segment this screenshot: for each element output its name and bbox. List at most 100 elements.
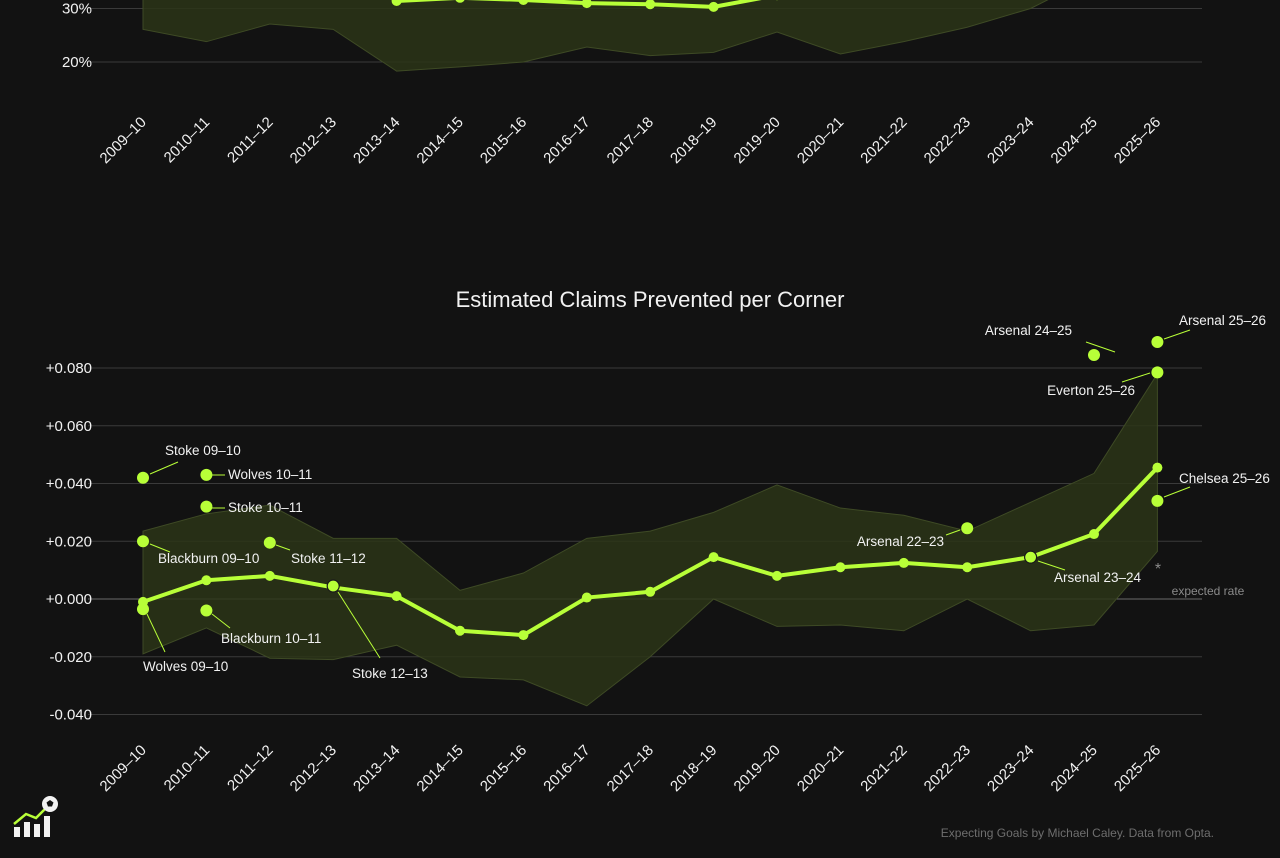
x-tick-label: 2015–16	[477, 742, 530, 795]
team-point-label: Arsenal 25–26	[1179, 313, 1266, 328]
y-tick-label: +0.080	[46, 360, 92, 377]
team-point	[1025, 551, 1037, 563]
data-point	[455, 626, 465, 636]
x-tick-label: 2012–13	[287, 114, 340, 167]
y-tick-label: +0.060	[46, 418, 92, 435]
team-point	[137, 472, 149, 484]
team-point-label: Arsenal 24–25	[985, 323, 1072, 338]
x-tick-label: 2020–21	[794, 742, 847, 795]
team-point-label: Stoke 10–11	[228, 500, 303, 515]
x-tick-label: 2012–13	[287, 742, 340, 795]
team-point-label: Stoke 09–10	[165, 443, 241, 458]
callout-leader	[150, 462, 178, 474]
team-point	[1151, 495, 1163, 507]
x-tick-label: 2010–11	[161, 114, 214, 167]
x-tick-label: 2024–25	[1048, 114, 1101, 167]
y-tick-label: +0.040	[46, 476, 92, 493]
x-tick-label: 2017–18	[604, 114, 657, 167]
confidence-band	[143, 374, 1157, 706]
x-tick-label: 2019–20	[731, 114, 784, 167]
team-point	[200, 469, 212, 481]
team-point-label: Blackburn 10–11	[221, 631, 321, 646]
x-tick-label: 2021–22	[857, 742, 910, 795]
team-point	[1151, 336, 1163, 348]
data-point	[1152, 463, 1162, 473]
x-tick-label: 2011–12	[224, 742, 277, 795]
x-tick-label: 2009–10	[97, 742, 150, 795]
team-point	[1088, 349, 1100, 361]
reference-marker: *	[1155, 561, 1161, 578]
data-point	[392, 591, 402, 601]
callout-leader	[1164, 330, 1190, 339]
team-point-label: Wolves 09–10	[143, 659, 228, 674]
y-tick-label: 30%	[62, 1, 92, 18]
team-point-label: Blackburn 09–10	[158, 551, 259, 566]
data-point	[201, 575, 211, 585]
x-tick-label: 2023–24	[984, 742, 1037, 795]
team-point	[327, 580, 339, 592]
team-point-label: Arsenal 23–24	[1054, 570, 1142, 585]
x-tick-label: 2013–14	[350, 742, 403, 795]
reference-label: expected rate	[1172, 584, 1245, 598]
chart-bottom: -0.040 -0.020 +0.000 +0.020 +0.040 +0.060 +0.0…	[46, 313, 1270, 795]
y-tick-label: -0.040	[49, 707, 92, 724]
callout-leader	[1122, 373, 1150, 382]
team-point-label: Stoke 12–13	[352, 666, 428, 681]
x-tick-label: 2010–11	[161, 742, 214, 795]
team-point	[200, 501, 212, 513]
chart-top: 20% 30%	[62, 0, 1202, 71]
data-point	[772, 571, 782, 581]
x-tick-label: 2020–21	[794, 114, 847, 167]
expecting-goals-logo-icon	[10, 794, 62, 842]
x-tick-label: 2016–17	[540, 742, 593, 795]
data-point	[645, 587, 655, 597]
x-tick-label: 2025–26	[1111, 742, 1164, 795]
credit-text: Expecting Goals by Michael Caley. Data f…	[941, 826, 1214, 840]
team-point	[137, 603, 149, 615]
x-tick-label: 2022–23	[921, 114, 974, 167]
data-point	[709, 552, 719, 562]
x-tick-label: 2015–16	[477, 114, 530, 167]
team-point-label: Chelsea 25–26	[1179, 471, 1270, 486]
data-point	[265, 571, 275, 581]
team-point-label: Arsenal 22–23	[857, 534, 944, 549]
team-point	[200, 605, 212, 617]
x-tick-label: 2024–25	[1048, 742, 1101, 795]
x-tick-label: 2021–22	[857, 114, 910, 167]
confidence-band	[143, 0, 1094, 71]
data-point	[962, 562, 972, 572]
data-point	[835, 562, 845, 572]
x-tick-label: 2025–26	[1111, 114, 1164, 167]
data-point	[899, 558, 909, 568]
y-tick-label: 20%	[62, 54, 92, 71]
callout-leader	[1164, 487, 1190, 497]
x-tick-label: 2018–19	[667, 742, 720, 795]
data-point	[518, 630, 528, 640]
data-point	[582, 593, 592, 603]
x-tick-label: 2018–19	[667, 114, 720, 167]
data-point	[1089, 529, 1099, 539]
team-point	[264, 537, 276, 549]
x-tick-label: 2016–17	[540, 114, 593, 167]
x-tick-label: 2014–15	[414, 114, 467, 167]
y-tick-label: +0.000	[46, 591, 92, 608]
x-tick-label: 2011–12	[224, 114, 277, 167]
x-tick-label: 2023–24	[984, 114, 1037, 167]
x-tick-label: 2022–23	[921, 742, 974, 795]
team-point	[1151, 366, 1163, 378]
team-point-label: Wolves 10–11	[228, 467, 312, 482]
data-point	[709, 2, 719, 12]
x-tick-label: 2009–10	[97, 114, 150, 167]
chart-title: Estimated Claims Prevented per Corner	[456, 287, 845, 312]
team-point-label: Everton 25–26	[1047, 383, 1135, 398]
team-point	[961, 522, 973, 534]
x-tick-label: 2014–15	[414, 742, 467, 795]
y-tick-label: -0.020	[49, 649, 92, 666]
x-tick-label: 2017–18	[604, 742, 657, 795]
team-point-label: Stoke 11–12	[291, 551, 366, 566]
y-tick-label: +0.020	[46, 533, 92, 550]
x-tick-label: 2019–20	[731, 742, 784, 795]
team-point	[137, 535, 149, 547]
